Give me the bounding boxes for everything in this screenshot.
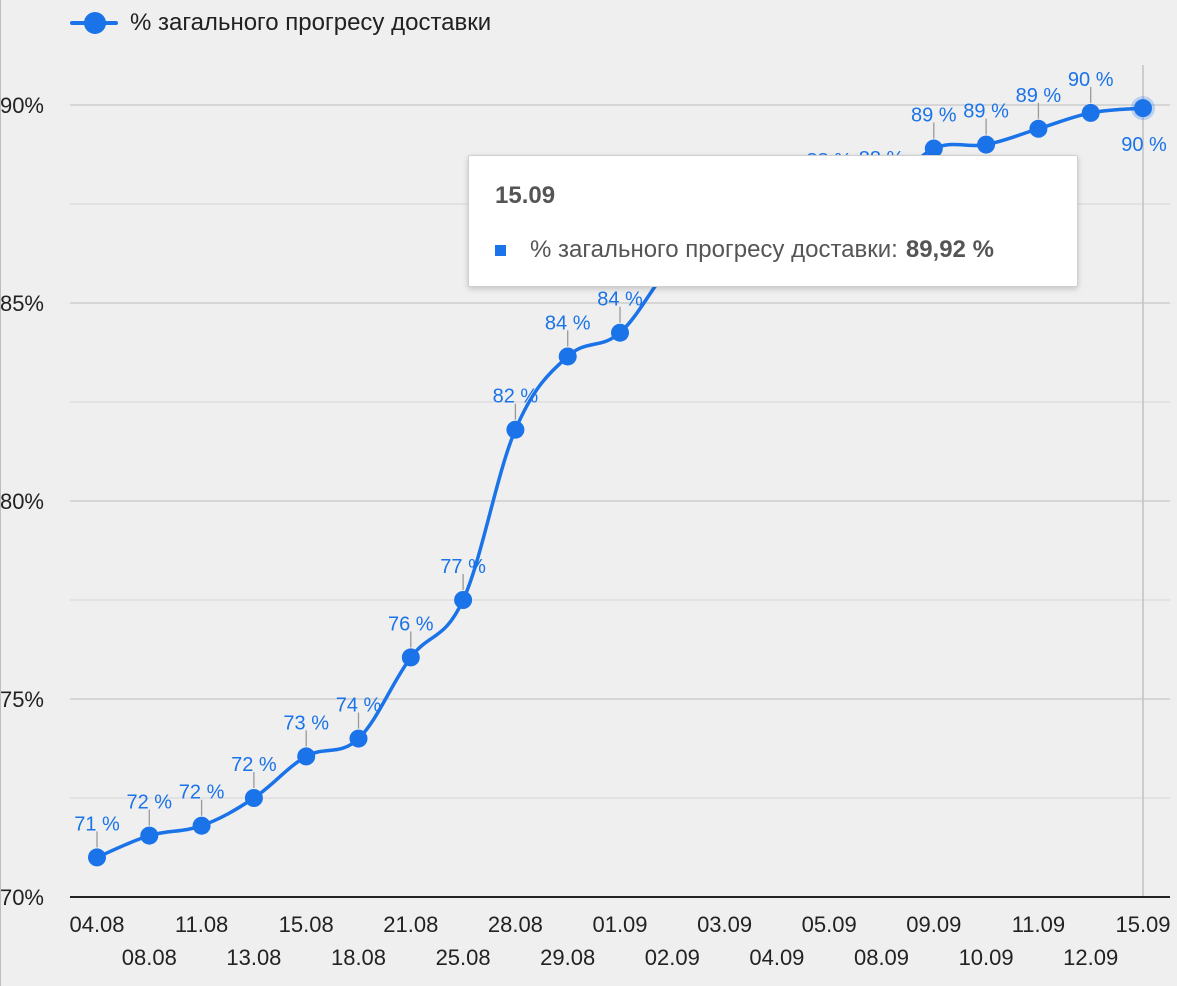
data-label: 72 % xyxy=(179,782,225,804)
x-tick-label: 28.08 xyxy=(488,912,543,937)
y-tick-label: 80% xyxy=(0,489,44,514)
x-tick-label: 01.09 xyxy=(592,912,647,937)
x-tick-label: 11.09 xyxy=(1012,912,1065,937)
series-line xyxy=(96,106,1144,860)
x-tick-label: 10.09 xyxy=(959,945,1014,970)
x-tick-label: 03.09 xyxy=(697,912,752,937)
data-label: 74 % xyxy=(336,695,382,717)
data-label: 84 % xyxy=(597,289,643,311)
data-point xyxy=(349,729,368,748)
data-point xyxy=(297,747,316,766)
data-label: 82 % xyxy=(493,386,539,408)
tooltip-row: % загального прогресу доставки: 89,92 % xyxy=(495,236,994,264)
x-tick-label: 05.09 xyxy=(802,912,857,937)
x-tick-label: 21.08 xyxy=(383,912,438,937)
data-point xyxy=(1081,103,1100,122)
y-tick-label: 85% xyxy=(0,291,44,316)
data-point xyxy=(1029,119,1048,138)
data-point xyxy=(977,135,996,154)
data-label: 76 % xyxy=(388,613,434,635)
data-label: 77 % xyxy=(440,556,486,578)
data-point xyxy=(401,648,420,667)
y-tick-label: 75% xyxy=(0,687,44,712)
y-tick-label: 70% xyxy=(0,885,44,910)
data-label: 89 % xyxy=(963,101,1009,123)
data-label: 89 % xyxy=(1016,85,1062,107)
tooltip: 15.09 % загального прогресу доставки: 89… xyxy=(468,155,1078,287)
data-label: 90 % xyxy=(1068,69,1114,91)
legend-label: % загального прогресу доставки xyxy=(130,9,492,36)
tooltip-title: 15.09 xyxy=(495,182,556,209)
data-point xyxy=(611,323,629,342)
x-tick-label: 11.08 xyxy=(175,912,228,937)
x-tick-label: 08.09 xyxy=(854,945,909,970)
legend-marker-icon xyxy=(68,6,120,40)
data-point xyxy=(506,420,525,439)
data-point xyxy=(192,816,211,835)
x-tick-label: 08.08 xyxy=(122,945,177,970)
x-tick-label: 25.08 xyxy=(436,945,491,970)
data-point xyxy=(140,826,159,845)
x-tick-label: 12.09 xyxy=(1063,945,1118,970)
x-tick-label: 15.08 xyxy=(279,912,334,937)
x-tick-label: 29.08 xyxy=(540,945,595,970)
tooltip-series-label: % загального прогресу доставки: xyxy=(530,236,898,263)
data-label: 71 % xyxy=(74,813,120,835)
x-tick-label: 13.08 xyxy=(226,945,281,970)
data-label: 89 % xyxy=(911,105,957,127)
x-tick-label: 18.08 xyxy=(331,945,386,970)
x-tick-label: 15.09 xyxy=(1115,912,1170,937)
data-label: 72 % xyxy=(127,792,173,814)
x-tick-label: 04.09 xyxy=(749,945,804,970)
legend[interactable]: % загального прогресу доставки xyxy=(68,6,491,40)
data-label: 72 % xyxy=(231,754,277,776)
data-point xyxy=(88,848,106,867)
x-tick-label: 02.09 xyxy=(645,945,700,970)
y-tick-label: 90% xyxy=(0,93,44,118)
data-label: 90 % xyxy=(1121,134,1167,156)
tooltip-value: 89,92 % xyxy=(905,236,994,263)
data-point xyxy=(924,139,943,158)
data-point xyxy=(558,347,577,366)
x-tick-label: 04.08 xyxy=(69,912,124,937)
data-point xyxy=(454,591,473,609)
tooltip-series-swatch-icon xyxy=(495,244,506,256)
data-point xyxy=(1134,99,1152,118)
data-point xyxy=(244,789,263,807)
x-tick-label: 09.09 xyxy=(906,912,961,937)
data-label: 84 % xyxy=(545,312,591,334)
data-label: 73 % xyxy=(283,712,329,734)
